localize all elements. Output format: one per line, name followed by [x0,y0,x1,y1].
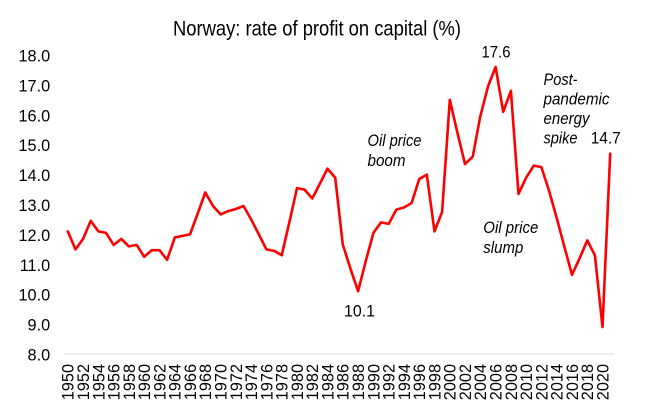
svg-text:1962: 1962 [151,364,169,400]
svg-text:1960: 1960 [136,364,154,400]
svg-text:17.0: 17.0 [18,77,50,95]
svg-text:18.0: 18.0 [18,48,50,66]
svg-text:2000: 2000 [442,364,460,400]
svg-text:1984: 1984 [319,364,337,400]
svg-text:Oil price: Oil price [368,132,422,150]
svg-text:spike: spike [544,129,578,147]
svg-text:1992: 1992 [381,364,399,400]
svg-text:9.0: 9.0 [28,317,51,335]
svg-text:pandemic: pandemic [543,90,611,108]
svg-text:Post-: Post- [544,71,578,89]
svg-text:13.0: 13.0 [18,197,50,215]
svg-text:1988: 1988 [350,364,368,400]
svg-text:1978: 1978 [274,364,292,400]
svg-text:1954: 1954 [90,364,108,400]
svg-text:2004: 2004 [472,364,490,400]
svg-text:2006: 2006 [488,364,506,400]
svg-text:Norway: rate of profit on capi: Norway: rate of profit on capital (%) [173,15,461,40]
svg-text:slump: slump [483,239,523,257]
svg-text:boom: boom [368,152,406,170]
svg-text:1980: 1980 [289,364,307,400]
svg-text:15.0: 15.0 [18,137,50,155]
svg-text:1990: 1990 [365,364,383,400]
svg-text:1972: 1972 [228,364,246,400]
svg-text:14.7: 14.7 [591,130,621,148]
svg-text:10.1: 10.1 [344,302,375,320]
svg-text:11.0: 11.0 [20,257,50,275]
svg-text:2010: 2010 [518,364,536,400]
svg-text:energy: energy [544,110,592,128]
svg-text:1952: 1952 [75,364,93,400]
svg-text:17.6: 17.6 [482,43,511,61]
svg-text:1950: 1950 [60,364,78,400]
svg-text:2002: 2002 [457,364,475,400]
svg-text:12.0: 12.0 [18,227,50,245]
svg-text:10.0: 10.0 [18,287,50,305]
svg-text:1994: 1994 [396,364,414,400]
svg-text:2008: 2008 [503,364,521,400]
svg-text:8.0: 8.0 [28,347,51,365]
svg-text:14.0: 14.0 [18,167,50,185]
svg-text:2012: 2012 [533,364,551,400]
svg-text:2014: 2014 [549,364,567,400]
svg-text:1970: 1970 [213,364,231,400]
svg-text:1996: 1996 [411,364,429,400]
svg-text:1986: 1986 [335,364,353,400]
svg-text:Oil price: Oil price [483,219,538,237]
svg-text:2018: 2018 [579,364,597,400]
svg-text:1964: 1964 [167,364,185,400]
svg-text:2016: 2016 [564,364,582,400]
svg-text:1956: 1956 [106,364,124,400]
svg-text:1966: 1966 [182,364,200,400]
svg-text:1958: 1958 [121,364,139,400]
svg-text:1998: 1998 [426,364,444,400]
svg-text:1968: 1968 [197,364,215,400]
svg-text:1974: 1974 [243,364,261,400]
svg-text:1976: 1976 [258,364,276,400]
svg-text:16.0: 16.0 [18,107,50,125]
svg-text:1982: 1982 [304,364,322,400]
svg-text:2020: 2020 [594,364,612,400]
